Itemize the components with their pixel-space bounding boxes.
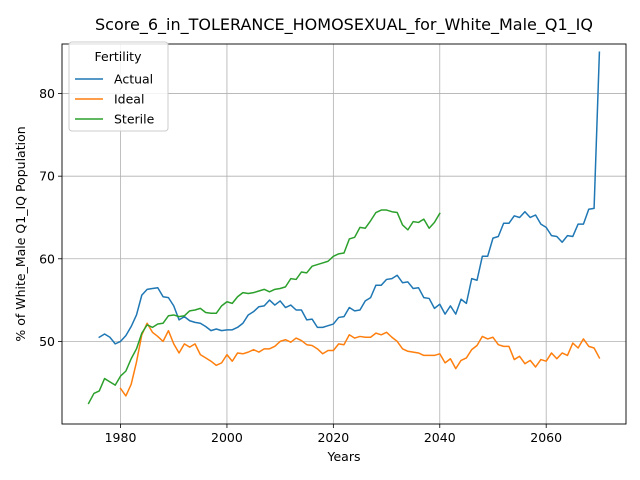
legend-box: [68, 41, 169, 132]
y-axis-label: % of White_Male Q1_IQ Population: [13, 126, 28, 341]
legend-entries: Actual Ideal Sterile: [75, 72, 155, 127]
x-axis-label: Years: [327, 449, 361, 464]
legend-label-ideal: Ideal: [114, 92, 144, 107]
series-layer: [87, 51, 601, 405]
plot-frame: [61, 43, 627, 425]
x-tick-label: 2040: [424, 430, 456, 445]
legend: Fertility Actual Ideal Sterile: [68, 41, 169, 132]
legend-title: Fertility: [95, 49, 143, 64]
series-line-ideal: [119, 322, 601, 397]
x-tick-label: 1980: [105, 430, 137, 445]
y-tick-label: 60: [39, 251, 55, 266]
legend-label-actual: Actual: [114, 72, 153, 87]
y-tick-label: 80: [39, 86, 55, 101]
legend-label-sterile: Sterile: [114, 112, 155, 127]
axis-ticks: 1980 2000 2020 2040 2060 50 60 70 80: [39, 86, 562, 445]
y-tick-label: 50: [39, 334, 55, 349]
series-line-actual: [98, 51, 601, 345]
x-tick-label: 2020: [317, 430, 349, 445]
x-tick-label: 2060: [530, 430, 562, 445]
chart-title: Score_6_in_TOLERANCE_HOMOSEXUAL_for_Whit…: [95, 15, 593, 35]
series-line-sterile: [87, 209, 441, 405]
y-tick-label: 70: [39, 169, 55, 184]
x-tick-label: 2000: [211, 430, 243, 445]
